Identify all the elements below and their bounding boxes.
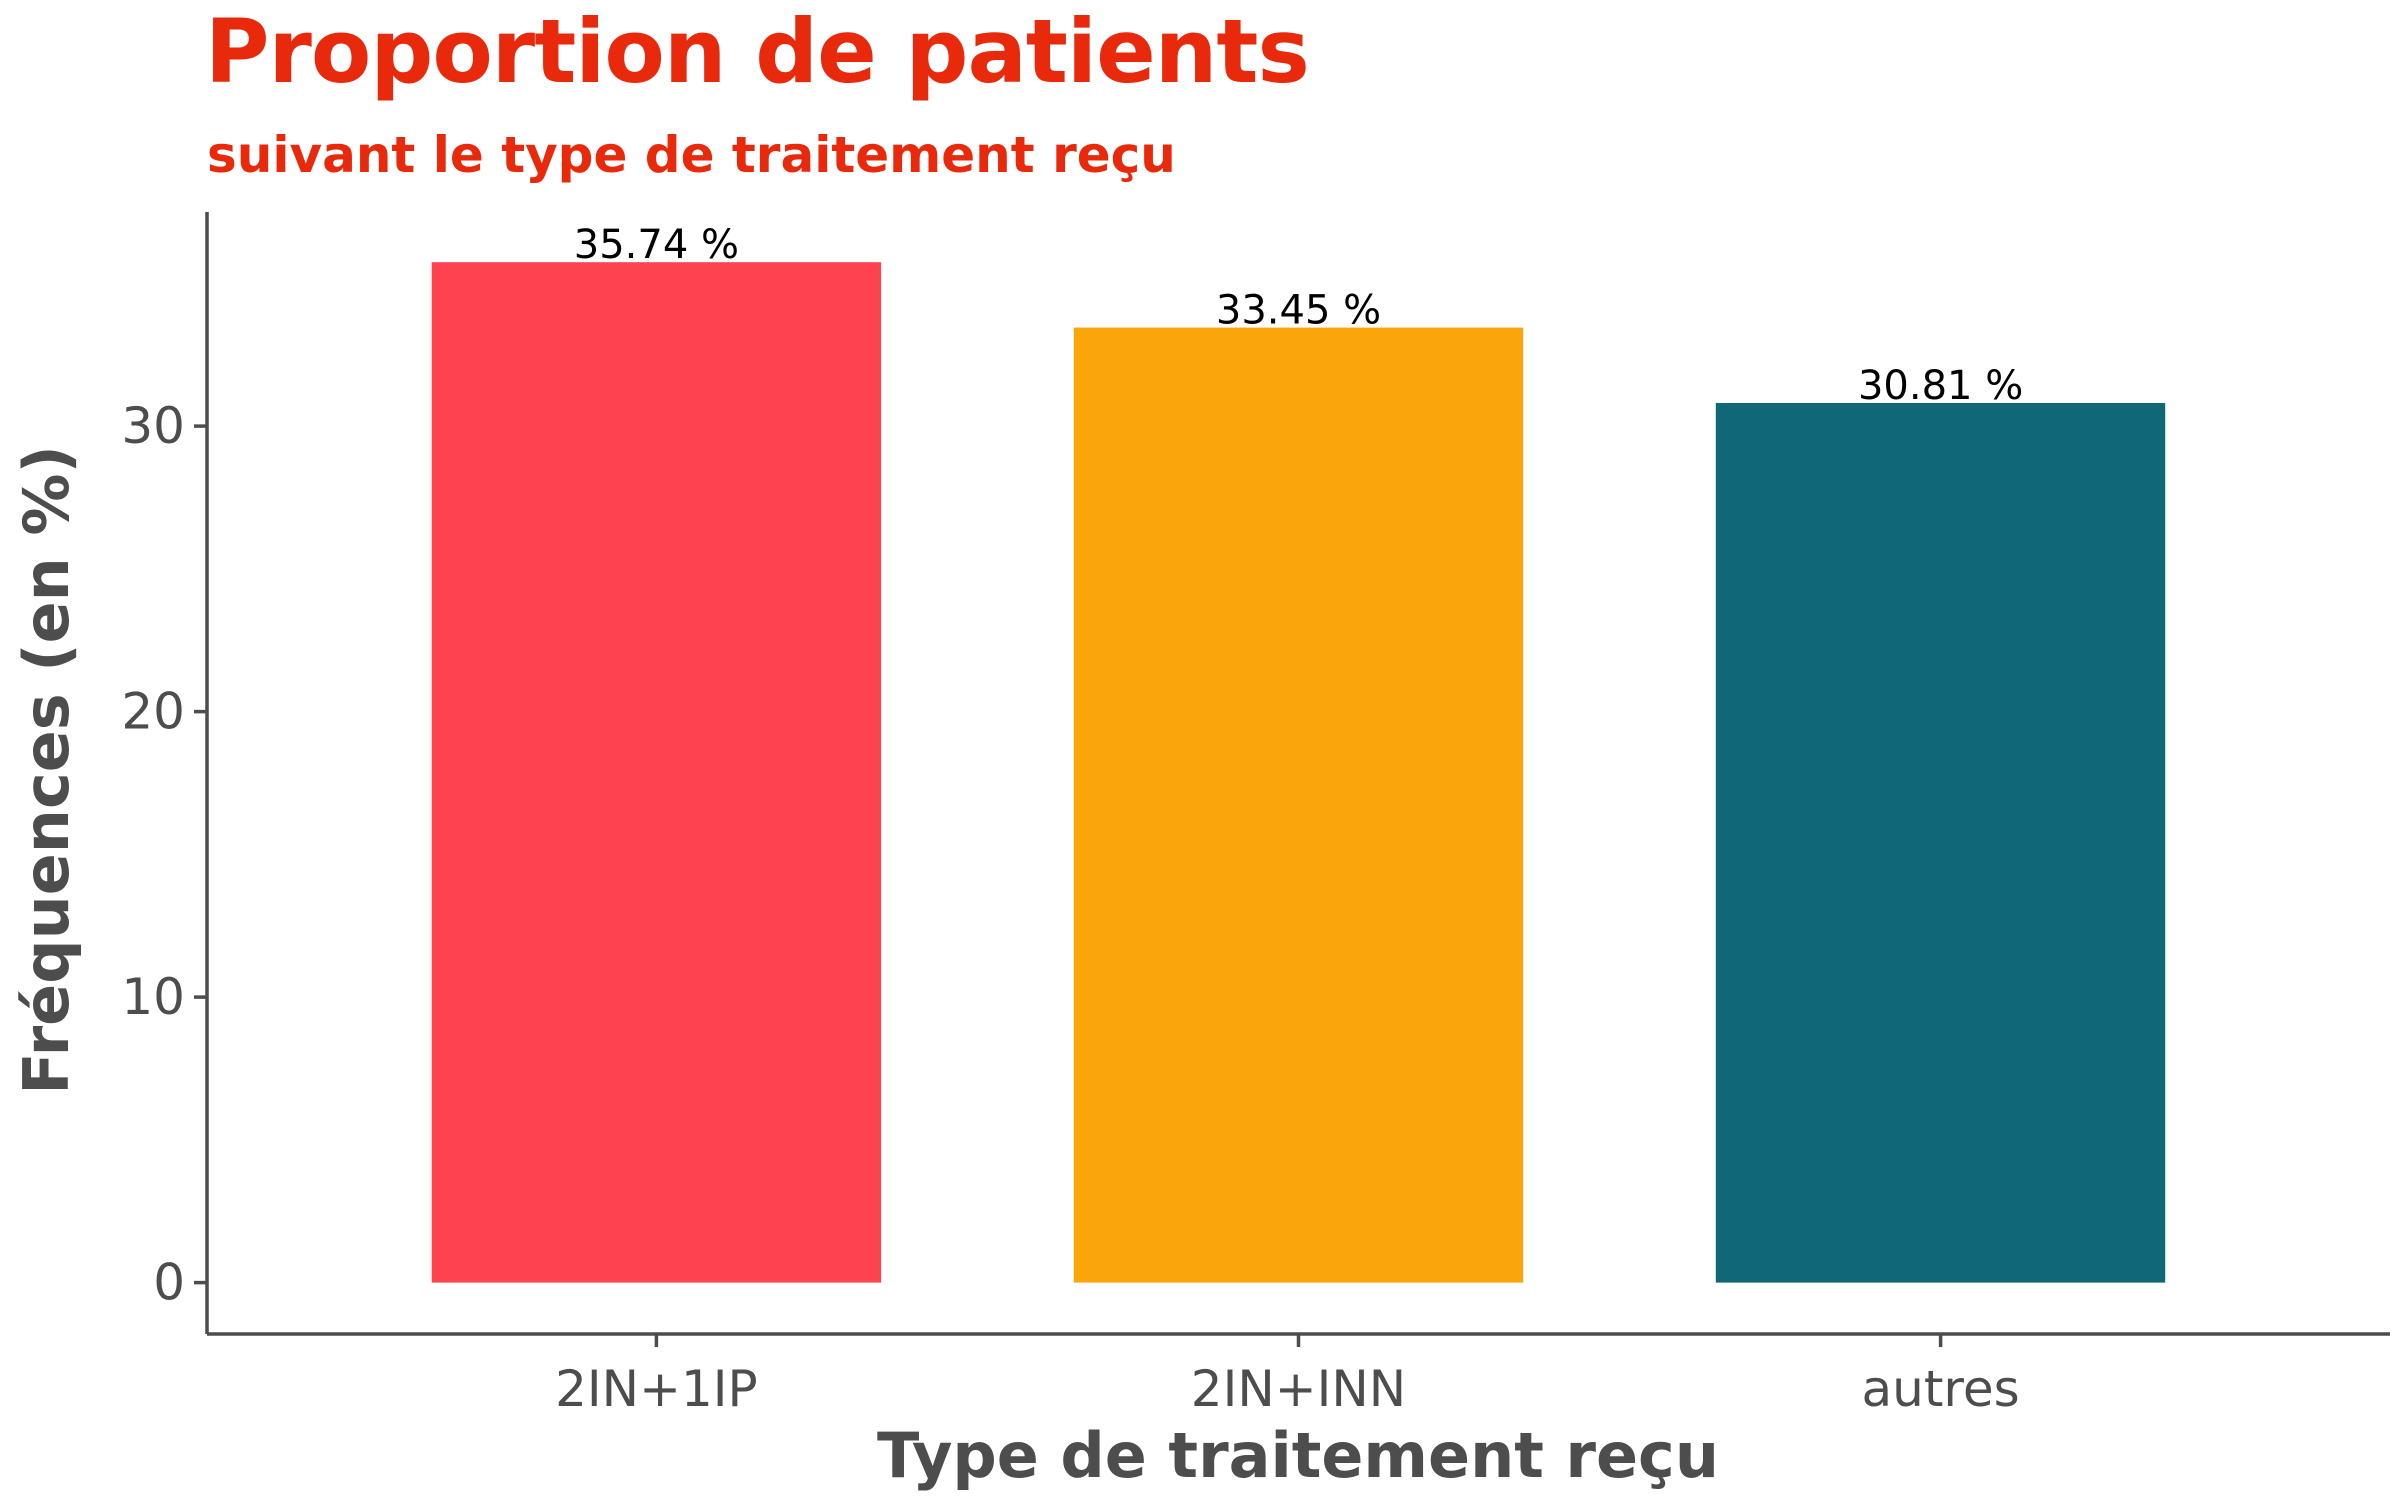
y-tick-label: 30: [121, 397, 185, 455]
bar-value-label: 30.81 %: [1858, 363, 2023, 409]
chart-title: Proportion de patients: [205, 0, 1310, 103]
value-labels-layer: 35.74 % 33.45 % 30.81 %: [574, 222, 2023, 409]
bar-value-label: 35.74 %: [574, 222, 739, 268]
y-tick-label: 20: [121, 683, 185, 741]
bar-2in-inn: [1073, 327, 1524, 1283]
x-tick-label: 2IN+INN: [1191, 1360, 1406, 1418]
x-tick-label: autres: [1861, 1360, 2019, 1418]
bar-2in-1ip: [431, 262, 882, 1283]
y-axis-title: Fréquences (en %): [10, 445, 83, 1095]
x-tick-label: 2IN+1IP: [555, 1360, 758, 1418]
chart-subtitle: suivant le type de traitement reçu: [207, 126, 1176, 184]
bars-layer: [431, 262, 2166, 1283]
x-axis-title: Type de traitement reçu: [877, 1419, 1719, 1492]
y-tick-label: 0: [153, 1254, 185, 1312]
y-tick-label: 10: [121, 968, 185, 1026]
axes-layer: 0 10 20 30 2IN+1IP 2IN+INN autres: [121, 212, 2390, 1418]
bar-value-label: 33.45 %: [1216, 288, 1381, 334]
bar-autres: [1715, 403, 2166, 1283]
